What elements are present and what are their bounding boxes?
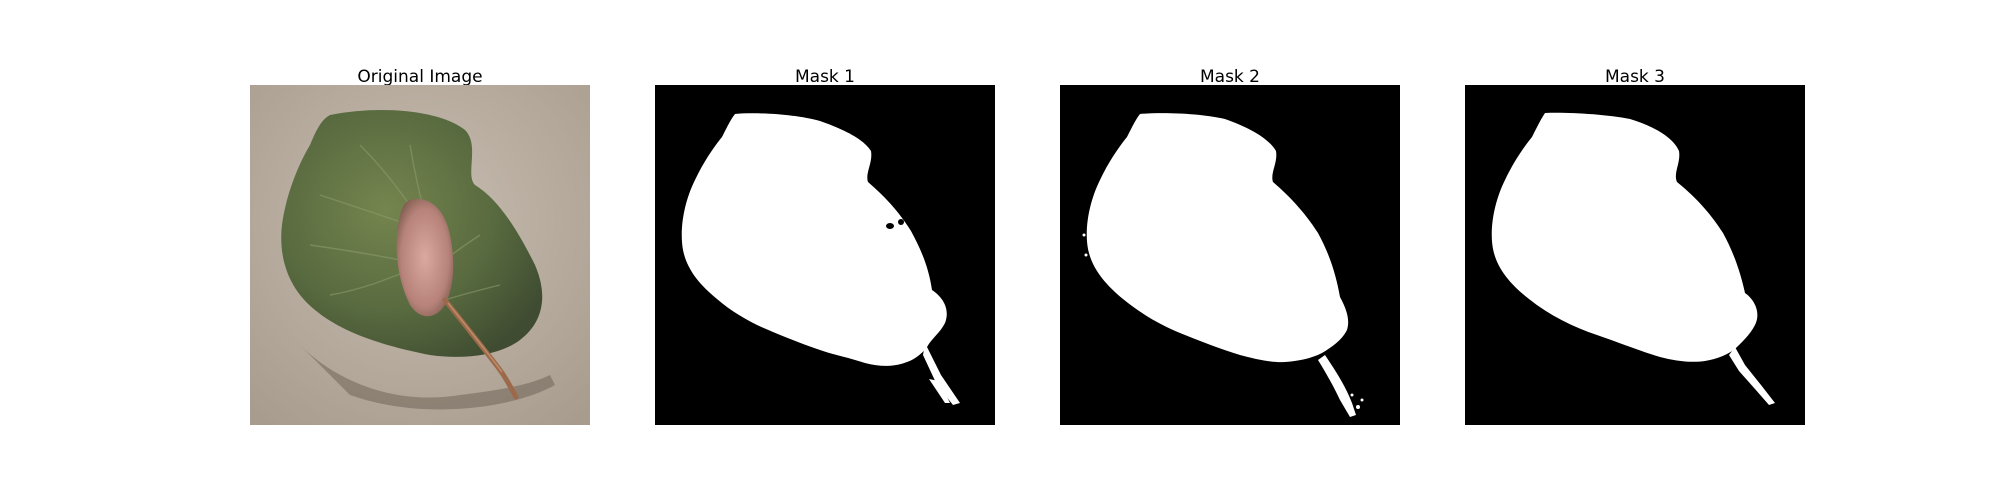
panel-mask-3: Mask 3 <box>1465 67 1805 425</box>
leaf-shadow <box>300 345 555 410</box>
mask-noise <box>1082 233 1364 409</box>
original-image <box>250 85 590 425</box>
mask-2-image <box>1060 85 1400 425</box>
panel-mask-2: Mask 2 <box>1060 67 1400 425</box>
mask-1-image <box>655 85 995 425</box>
panel-mask-1: Mask 1 <box>655 67 995 425</box>
mask-leaf-region <box>1491 112 1758 362</box>
leaf-center <box>396 199 454 317</box>
panel-title: Original Image <box>357 67 483 87</box>
mask-stem <box>1729 347 1775 405</box>
mask-stem <box>923 343 960 405</box>
panel-title: Mask 3 <box>1604 67 1665 87</box>
mask-leaf-region <box>1086 113 1349 363</box>
panel-title: Mask 2 <box>1199 67 1260 87</box>
mask-leaf-region <box>681 113 947 366</box>
mask-stem <box>1318 355 1356 417</box>
mask-3-image <box>1465 85 1805 425</box>
mask-hole <box>886 223 894 229</box>
panel-title: Mask 1 <box>794 67 855 87</box>
panel-original-image: Original Image <box>250 67 590 425</box>
